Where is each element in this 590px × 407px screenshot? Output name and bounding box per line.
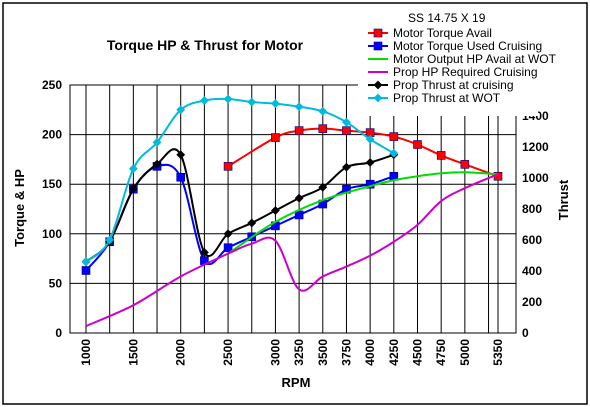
series-6-point <box>365 134 375 144</box>
series-5-point <box>294 193 304 203</box>
legend-label: Motor Output HP Avail at WOT <box>393 52 557 66</box>
legend-title: SS 14.75 X 19 <box>408 11 486 25</box>
series-1-point <box>436 151 446 160</box>
y-tick-label: 200 <box>42 128 62 142</box>
left-axis-ticks: 0 50 100 150 200 250 <box>42 78 62 340</box>
series-1-point <box>318 124 328 133</box>
y-tick-label: 0 <box>55 326 62 340</box>
y2-tick-label: 200 <box>522 295 542 309</box>
series-5-point <box>342 162 351 172</box>
legend-label: Prop Thrust at WOT <box>393 91 501 105</box>
x-tick-label: 4000 <box>363 339 377 366</box>
y-tick-label: 150 <box>42 177 62 191</box>
plot-area <box>69 84 517 334</box>
series-1-point <box>294 126 304 135</box>
legend-swatch-marker <box>373 28 383 38</box>
series-2-point <box>223 243 233 252</box>
x-tick-label: 3500 <box>316 339 330 366</box>
series-layer <box>81 94 503 327</box>
y2-tick-label: 0 <box>522 326 529 340</box>
series-6-point <box>389 148 399 158</box>
series-1-point <box>271 133 280 142</box>
x-axis-ticks: 1000 1500 2000 2500 3000 3250 3500 3750 4000 4250… <box>79 339 505 366</box>
legend-label: Prop Thrust at cruising <box>393 78 514 92</box>
series-1-point <box>342 126 351 135</box>
series-line-5 <box>85 148 395 263</box>
y2-tick-label: 400 <box>522 264 542 278</box>
y2-tick-label: 1200 <box>522 140 549 154</box>
series-1-point <box>223 162 233 171</box>
x-tick-label: 2000 <box>174 339 188 366</box>
grid-lines <box>70 84 516 333</box>
x-tick-label: 4250 <box>387 339 401 366</box>
series-6-point <box>294 102 304 112</box>
series-5-point <box>365 158 375 167</box>
x-tick-label: 1500 <box>126 339 140 366</box>
series-line-4 <box>85 173 499 327</box>
series-5-point <box>223 229 233 239</box>
series-1-point <box>413 140 422 149</box>
series-6-point <box>128 164 138 174</box>
x-tick-label: 3000 <box>268 339 282 366</box>
y-tick-label: 100 <box>42 227 62 241</box>
x-tick-label: 1000 <box>79 339 93 366</box>
series-2-point <box>81 266 91 275</box>
legend-swatch-marker <box>373 80 383 90</box>
legend-swatch-marker <box>373 41 383 51</box>
series-6-point <box>81 257 91 267</box>
series-6-point <box>199 96 209 105</box>
x-tick-label: 5000 <box>458 339 472 366</box>
x-tick-label: 2500 <box>221 339 235 366</box>
legend-label: Motor Torque Used Cruising <box>393 39 542 53</box>
series-5-point <box>247 218 257 228</box>
legend-label: Motor Torque Avail <box>393 26 492 40</box>
series-1-point <box>389 132 399 141</box>
x-tick-label: 5350 <box>491 339 505 366</box>
series-6-point <box>223 94 233 104</box>
series-5-point <box>199 247 209 257</box>
x-tick-label: 4500 <box>410 339 424 366</box>
series-5-point <box>318 182 328 192</box>
series-6-point <box>105 235 115 245</box>
x-tick-label: 3250 <box>292 339 306 366</box>
x-tick-label: 3750 <box>339 339 353 366</box>
x-tick-label: 4750 <box>434 339 448 366</box>
y2-axis-title: Thrust <box>556 179 571 220</box>
series-5-point <box>271 206 280 215</box>
legend-label: Prop HP Required Cruising <box>393 65 538 79</box>
series-5-point <box>176 150 186 160</box>
y-tick-label: 50 <box>49 276 63 290</box>
legend-swatch-marker <box>373 93 383 103</box>
y2-tick-label: 800 <box>522 202 542 216</box>
y2-tick-label: 1000 <box>522 171 549 185</box>
y-tick-label: 250 <box>42 78 62 92</box>
series-5-point <box>152 159 162 169</box>
series-1-point <box>460 160 470 169</box>
series-line-3 <box>227 171 499 255</box>
y-axis-title: Torque & HP <box>12 169 27 247</box>
series-6-point <box>271 99 280 109</box>
series-5-point <box>128 184 138 194</box>
chart-title: Torque HP & Thrust for Motor <box>107 37 304 53</box>
y2-tick-label: 600 <box>522 233 542 247</box>
series-6-point <box>152 137 162 147</box>
series-6-point <box>318 106 328 116</box>
series-2-point <box>176 172 186 182</box>
series-6-point <box>176 105 186 115</box>
series-6-point <box>342 117 351 127</box>
series-6-point <box>247 97 257 107</box>
x-axis-title: RPM <box>282 375 311 390</box>
